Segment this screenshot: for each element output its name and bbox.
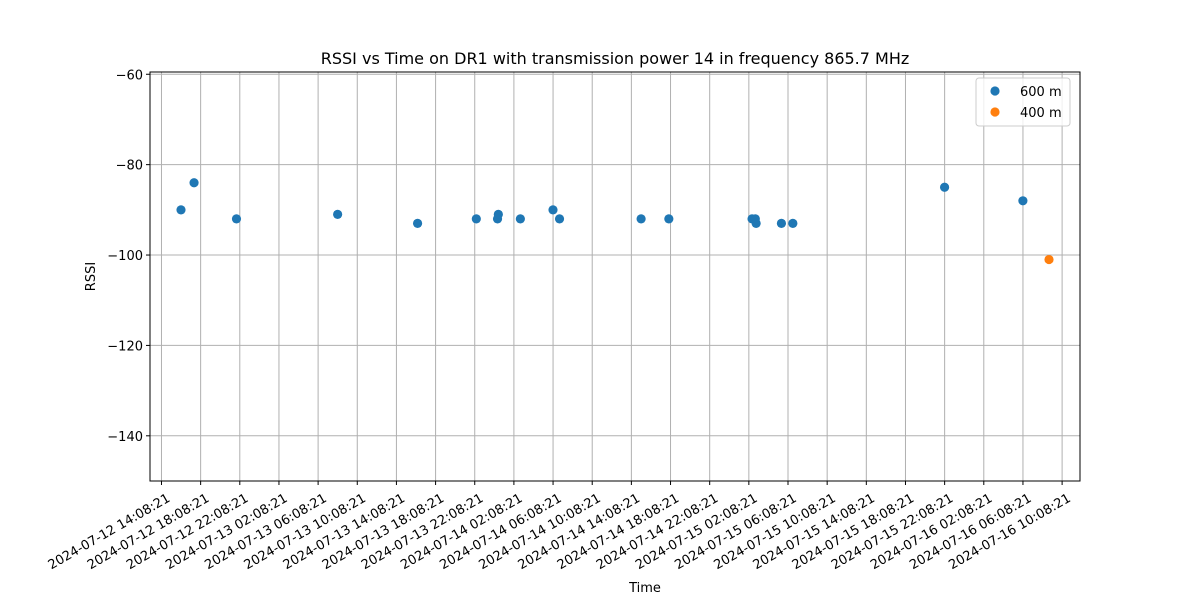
y-tick-label: −120: [107, 339, 143, 354]
data-point: [333, 209, 343, 219]
data-point: [493, 209, 503, 219]
legend-box: [975, 77, 1071, 127]
y-tick-label: −80: [116, 159, 143, 174]
data-point: [1018, 196, 1028, 206]
data-point: [176, 205, 186, 215]
plot-frame: [149, 71, 1081, 482]
y-tick-label: −100: [107, 249, 143, 264]
data-point: [412, 218, 423, 228]
data-point: [189, 178, 199, 188]
data-point: [515, 214, 525, 224]
data-point: [664, 214, 674, 224]
legend-label: 600 m: [1020, 85, 1062, 100]
grid: [150, 72, 1080, 481]
legend-marker: [990, 86, 1000, 96]
data-point: [554, 214, 565, 224]
data-point: [636, 214, 646, 224]
y-tick-label: −140: [107, 430, 143, 445]
y-tick-label: −60: [116, 68, 143, 83]
chart-title: RSSI vs Time on DR1 with transmission po…: [321, 49, 910, 68]
y-axis-ticks: −140 −120 −100 −80 −60: [107, 68, 150, 445]
y-axis-label: RSSI: [84, 262, 99, 291]
x-axis-label: Time: [628, 581, 661, 596]
data-point: [548, 205, 558, 215]
data-point: [1044, 254, 1054, 265]
data-points: [176, 178, 1054, 265]
data-point: [231, 214, 242, 224]
data-point: [939, 182, 950, 192]
legend: 600 m 400 m: [975, 77, 1071, 127]
legend-marker: [990, 107, 1000, 117]
data-point: [471, 214, 481, 224]
data-point: [776, 218, 787, 228]
legend-label: 400 m: [1020, 106, 1062, 121]
data-point: [788, 218, 798, 228]
data-point: [751, 218, 761, 228]
